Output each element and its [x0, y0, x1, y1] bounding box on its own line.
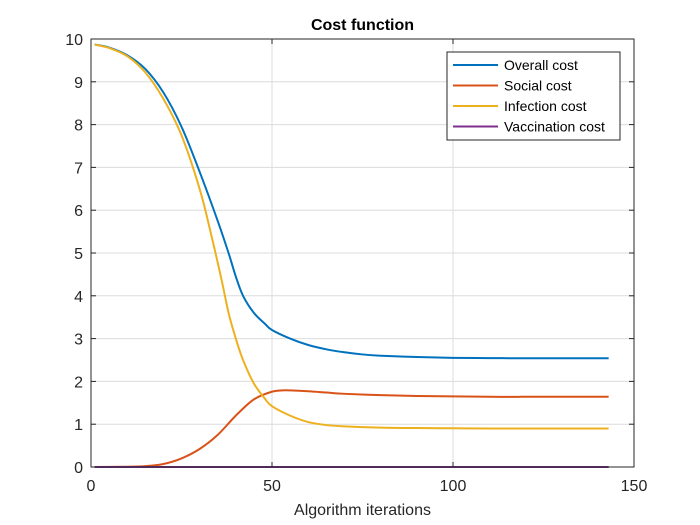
y-tick-label: 5	[74, 246, 83, 263]
y-tick-label: 2	[74, 374, 83, 391]
y-tick-label: 1	[74, 417, 83, 434]
legend: Overall cost Social cost Infection cost Vac…	[446, 51, 621, 141]
legend-label-social-cost: Social cost	[504, 78, 572, 94]
x-tick-label: 150	[621, 478, 648, 495]
y-tick-label: 8	[74, 118, 83, 135]
y-tick-label: 4	[74, 289, 83, 306]
legend-label-overall-cost: Overall cost	[504, 57, 578, 73]
x-tick-label: 100	[440, 478, 467, 495]
y-tick-label: 3	[74, 332, 83, 349]
overall-cost-line	[94, 43, 609, 360]
y-tick-label: 10	[65, 32, 83, 49]
infection-cost-line	[94, 43, 609, 430]
x-tick-label: 0	[87, 478, 96, 495]
x-tick-label: 50	[263, 478, 281, 495]
chart-title: Cost function	[311, 17, 414, 34]
x-axis-label: Algorithm iterations	[294, 502, 431, 519]
ticks: 0 50 100 150 0 1 2 3 4 5 6 7 8 9 10	[65, 32, 647, 495]
legend-label-vaccination-cost: Vaccination cost	[504, 119, 605, 135]
social-cost-line	[94, 389, 609, 468]
legend-box	[446, 51, 621, 141]
legend-label-infection-cost: Infection cost	[504, 98, 587, 114]
y-tick-label: 9	[74, 75, 83, 92]
y-tick-label: 7	[74, 160, 83, 177]
y-tick-label: 6	[74, 203, 83, 220]
y-tick-label: 0	[74, 460, 83, 477]
